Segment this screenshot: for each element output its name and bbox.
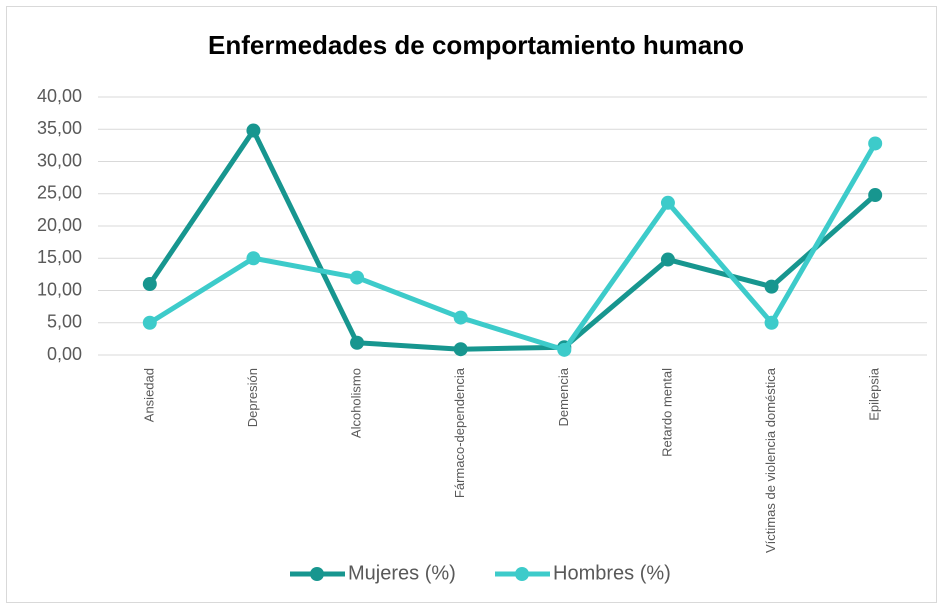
x-tick-label: Ansiedad [141, 368, 156, 422]
y-tick-label: 20,00 [37, 215, 82, 235]
data-point [350, 270, 365, 285]
data-point [142, 315, 157, 330]
y-tick-label: 5,00 [47, 312, 82, 332]
data-point [350, 335, 365, 350]
data-point [453, 310, 468, 325]
data-point [764, 315, 779, 330]
series-line [147, 128, 877, 352]
legend-label: Mujeres (%) [348, 562, 456, 584]
x-tick-label: Demencia [556, 367, 571, 426]
data-point [764, 279, 779, 294]
series-line [148, 142, 878, 353]
data-point [246, 251, 261, 266]
data-point [557, 342, 572, 357]
y-tick-label: 0,00 [47, 344, 82, 364]
data-point [660, 252, 675, 267]
x-tick-label: Retardo mental [659, 368, 674, 457]
data-point [660, 195, 675, 210]
data-point [142, 277, 157, 292]
data-point [453, 342, 468, 357]
x-tick-label: Alcoholismo [349, 368, 364, 438]
x-tick-label: Depresión [245, 368, 260, 427]
y-tick-label: 30,00 [37, 150, 82, 170]
chart-title: Enfermedades de comportamiento humano [208, 30, 744, 60]
data-point [246, 123, 261, 138]
y-tick-label: 40,00 [37, 86, 82, 106]
x-tick-label: Víctimas de violencia doméstica [763, 367, 778, 553]
legend-label: Hombres (%) [553, 562, 671, 584]
chart-frame [6, 6, 937, 603]
data-point [868, 188, 883, 203]
data-point [868, 136, 883, 151]
y-tick-label: 15,00 [37, 247, 82, 267]
y-tick-label: 25,00 [37, 183, 82, 203]
y-tick-label: 10,00 [37, 279, 82, 299]
x-tick-label: Epilepsia [867, 367, 882, 421]
x-tick-label: Fármaco-dependencia [452, 367, 467, 498]
y-tick-label: 35,00 [37, 118, 82, 138]
legend-marker [310, 567, 324, 581]
legend-marker [515, 567, 529, 581]
